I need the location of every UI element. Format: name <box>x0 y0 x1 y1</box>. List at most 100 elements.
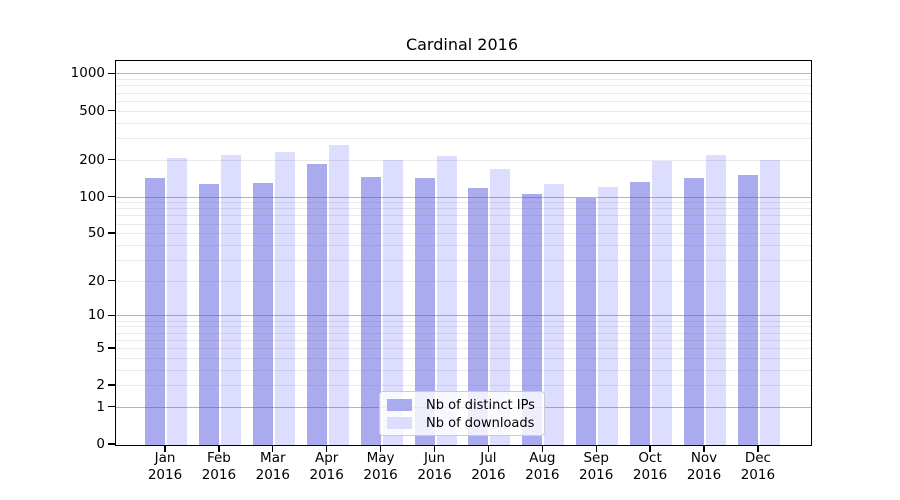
y-tick-mark <box>108 109 115 112</box>
gridline-minor <box>115 259 811 261</box>
x-tick-mark <box>272 445 274 452</box>
x-tick-label-feb: Feb 2016 <box>201 450 237 483</box>
gridline-minor <box>115 92 811 94</box>
y-tick-label: 5 <box>96 339 105 356</box>
bar-downloads-may <box>382 160 403 445</box>
gridline-minor <box>115 159 811 161</box>
y-tick-mark <box>108 347 115 349</box>
y-tick-mark <box>108 72 115 75</box>
gridline-major <box>115 73 811 75</box>
bar-distinct-ips-mar <box>252 182 273 445</box>
gridline-minor <box>115 332 811 334</box>
bar-downloads-apr <box>328 144 349 445</box>
chart-title: Cardinal 2016 <box>405 35 519 54</box>
y-tick-label: 0 <box>96 436 105 452</box>
gridline-minor <box>115 339 811 341</box>
x-tick-label-jul: Jul 2016 <box>471 450 506 483</box>
y-tick-label: 2 <box>96 377 105 394</box>
bar-distinct-ips-aug <box>522 194 543 445</box>
legend-item-downloads: Nb of downloads <box>387 415 536 431</box>
gridline-minor <box>115 79 811 81</box>
gridline-major <box>115 196 811 198</box>
bar-distinct-ips-jan <box>145 178 165 445</box>
y-tick-label: 20 <box>87 272 105 289</box>
gridline-minor <box>115 122 811 124</box>
x-tick-label-jun: Jun 2016 <box>417 450 452 483</box>
grid-layer <box>115 61 811 446</box>
bar-downloads-sep <box>598 186 619 445</box>
bar-downloads-jul <box>490 169 511 445</box>
bar-distinct-ips-jul <box>468 188 489 445</box>
y-tick-mark <box>108 232 115 234</box>
x-tick-label-sep: Sep 2016 <box>579 450 614 483</box>
y-tick-mark <box>108 280 115 282</box>
bar-downloads-aug <box>544 184 565 445</box>
y-tick-mark <box>108 314 115 317</box>
x-tick-label-nov: Nov 2016 <box>686 450 722 483</box>
bar-distinct-ips-apr <box>306 164 327 445</box>
x-tick-mark <box>164 445 166 452</box>
bar-downloads-mar <box>274 151 295 445</box>
gridline-minor <box>115 137 811 139</box>
y-tick-label: 50 <box>87 225 105 242</box>
bar-distinct-ips-sep <box>576 197 597 445</box>
x-tick-mark <box>649 445 651 452</box>
legend-swatch-distinct-ips <box>387 399 412 411</box>
y-tick-label: 1000 <box>70 65 105 82</box>
gridline-minor <box>115 233 811 235</box>
legend: Nb of distinct IPs Nb of downloads <box>379 391 545 436</box>
gridline-major <box>115 315 811 317</box>
y-tick-mark <box>108 443 115 445</box>
y-tick-label: 1 <box>96 398 105 415</box>
plot-area <box>114 59 812 446</box>
y-tick-mark <box>108 195 115 198</box>
bar-distinct-ips-dec <box>737 174 758 445</box>
x-tick-label-may: May 2016 <box>363 450 398 483</box>
gridline-minor <box>115 244 811 246</box>
gridline-minor <box>115 326 811 328</box>
y-tick-mark <box>108 406 115 408</box>
gridline-minor <box>115 215 811 217</box>
x-tick-mark <box>757 445 759 452</box>
gridline-minor <box>115 110 811 112</box>
x-tick-label-apr: Apr 2016 <box>309 450 344 483</box>
legend-item-distinct-ips: Nb of distinct IPs <box>387 397 536 413</box>
x-tick-mark <box>433 445 436 452</box>
x-tick-mark <box>218 445 220 452</box>
bar-downloads-jan <box>167 158 187 445</box>
bar-distinct-ips-oct <box>630 181 651 445</box>
y-tick-label: 200 <box>79 151 105 168</box>
gridline-minor <box>115 208 811 210</box>
y-tick-mark <box>108 384 115 386</box>
bar-distinct-ips-may <box>360 177 381 445</box>
y-tick-mark <box>108 158 115 161</box>
x-tick-label-aug: Aug 2016 <box>525 450 560 483</box>
legend-label-distinct-ips: Nb of distinct IPs <box>426 397 535 413</box>
x-tick-mark <box>326 445 328 452</box>
x-tick-mark <box>595 445 597 452</box>
x-tick-mark <box>379 445 382 452</box>
x-tick-label-jan: Jan 2016 <box>147 450 183 483</box>
gridline-minor <box>115 369 811 371</box>
gridline-minor <box>115 85 811 87</box>
bar-downloads-oct <box>652 161 673 445</box>
legend-label-downloads: Nb of downloads <box>426 415 535 431</box>
y-tick-label: 100 <box>79 188 105 205</box>
bar-downloads-feb <box>220 155 241 445</box>
legend-swatch-downloads <box>387 417 412 429</box>
gridline-minor <box>115 347 811 349</box>
bar-distinct-ips-jun <box>414 178 435 445</box>
x-tick-label-dec: Dec 2016 <box>740 450 776 483</box>
bar-distinct-ips-feb <box>198 184 219 445</box>
gridline-minor <box>115 202 811 204</box>
x-tick-mark <box>541 445 543 452</box>
gridline-minor <box>115 100 811 102</box>
bar-downloads-jun <box>436 156 457 445</box>
y-tick-label: 500 <box>79 102 105 119</box>
bar-downloads-nov <box>706 155 726 445</box>
x-tick-mark <box>703 445 705 452</box>
gridline-minor <box>115 357 811 359</box>
x-tick-label-mar: Mar 2016 <box>255 450 290 483</box>
gridline-minor <box>115 385 811 387</box>
